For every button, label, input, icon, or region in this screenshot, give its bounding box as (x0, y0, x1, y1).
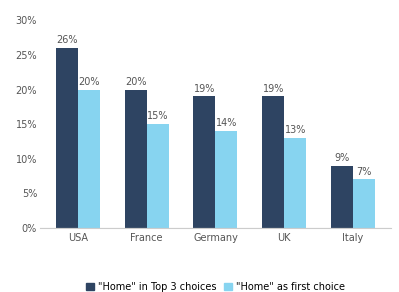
Bar (124, 90, 147, 228)
Text: 9%: 9% (334, 153, 350, 163)
Text: 13%: 13% (284, 125, 306, 135)
Bar (56, 48, 78, 228)
Bar (78, 90, 100, 228)
Text: 14%: 14% (216, 118, 237, 128)
Bar (284, 138, 306, 228)
Text: 26%: 26% (56, 35, 78, 45)
Bar (194, 96, 215, 228)
Text: 19%: 19% (194, 84, 215, 94)
Text: 20%: 20% (78, 77, 100, 87)
Text: 19%: 19% (263, 84, 284, 94)
Bar (331, 166, 353, 228)
Bar (147, 124, 169, 228)
Text: 7%: 7% (356, 167, 372, 177)
Text: 15%: 15% (147, 111, 168, 121)
Bar (353, 179, 375, 228)
Text: 20%: 20% (125, 77, 146, 87)
Legend: "Home" in Top 3 choices, "Home" as first choice: "Home" in Top 3 choices, "Home" as first… (82, 278, 349, 292)
Bar (262, 96, 284, 228)
Bar (215, 131, 237, 228)
